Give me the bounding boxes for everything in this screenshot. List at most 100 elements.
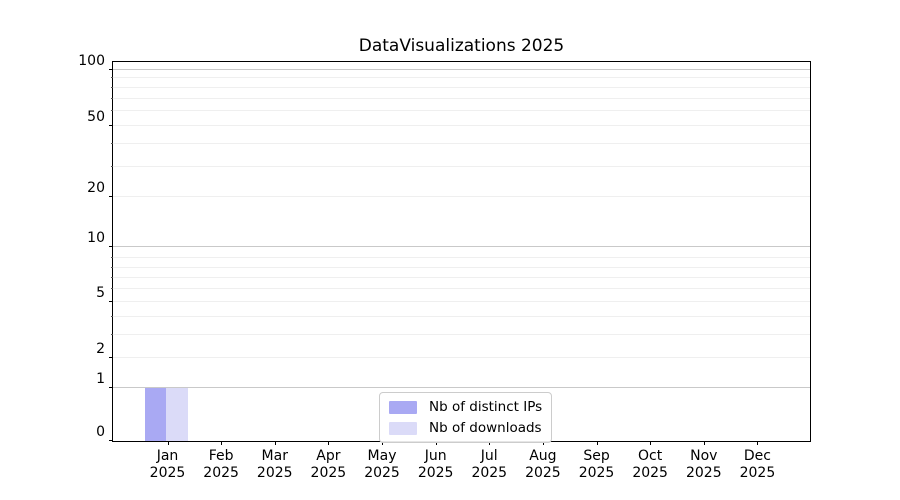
y-tick-label-2: 2 — [96, 340, 105, 357]
x-tick-year: 2025 — [685, 465, 722, 481]
y-tick-5 — [109, 300, 113, 302]
gridline-y-9 — [113, 257, 810, 259]
legend-item-nb-of-distinct-ips: Nb of distinct IPs — [389, 399, 542, 415]
gridline-y-30 — [113, 166, 810, 168]
y-tick-0 — [109, 440, 113, 441]
legend-item-nb-of-downloads: Nb of downloads — [389, 420, 542, 436]
y-minor-tick-9 — [111, 257, 113, 259]
x-tick-month: Mar — [261, 448, 288, 464]
y-tick-label-1: 1 — [96, 371, 105, 388]
chart-title: DataVisualizations 2025 — [358, 36, 565, 56]
gridline-y-3 — [113, 334, 810, 336]
x-tick-year: 2025 — [364, 465, 400, 481]
gridline-y-2 — [113, 356, 810, 358]
x-tick-dec — [757, 441, 759, 445]
y-tick-100 — [109, 69, 113, 71]
x-tick-month: Aug — [529, 448, 557, 464]
x-tick-may — [382, 441, 384, 445]
gridline-y-7 — [113, 276, 810, 278]
x-tick-label-jul: Jul 2025 — [471, 448, 507, 482]
x-tick-month: Apr — [316, 448, 341, 464]
gridline-y-40 — [113, 143, 810, 145]
y-tick-10 — [109, 246, 113, 248]
y-minor-tick-7 — [111, 276, 113, 278]
y-tick-20 — [109, 195, 113, 197]
plot-area: 0 1 2 5 10 20 50 100 Jan 2025 Feb 2025 Mar 2025 Apr 202… — [78, 53, 811, 481]
y-tick-label-0: 0 — [96, 424, 105, 440]
gridline-y-10 — [113, 246, 810, 248]
y-minor-tick-70 — [111, 97, 113, 99]
y-tick-label-10: 10 — [87, 230, 105, 247]
x-tick-label-sep: Sep 2025 — [579, 448, 615, 482]
y-minor-tick-40 — [111, 143, 113, 145]
x-tick-month: May — [367, 448, 397, 464]
y-tick-1 — [109, 387, 113, 389]
x-tick-year: 2025 — [417, 465, 454, 481]
x-tick-label-jan: Jan 2025 — [150, 448, 186, 482]
x-tick-year: 2025 — [739, 465, 776, 481]
legend-item-label: Nb of downloads — [429, 420, 542, 436]
x-tick-year: 2025 — [632, 465, 668, 481]
gridline-y-100 — [113, 69, 810, 71]
y-minor-tick-4 — [111, 316, 113, 318]
x-tick-jun — [435, 441, 437, 445]
bar-nb-of-downloads-jan-2025 — [166, 388, 188, 441]
x-tick-label-nov: Nov 2025 — [686, 448, 722, 482]
legend-swatch-nb-of-downloads — [389, 421, 417, 435]
x-tick-month: Feb — [208, 448, 234, 464]
x-tick-year: 2025 — [525, 465, 561, 481]
x-tick-feb — [221, 441, 223, 445]
x-tick-jan — [167, 441, 169, 445]
x-tick-sep — [596, 441, 598, 445]
x-tick-label-may: May 2025 — [364, 448, 400, 482]
gridline-y-60 — [113, 110, 810, 112]
y-minor-tick-30 — [111, 166, 113, 168]
x-tick-year: 2025 — [471, 465, 508, 481]
y-minor-tick-6 — [111, 287, 113, 289]
x-tick-mar — [274, 441, 276, 445]
gridline-y-5 — [113, 300, 810, 302]
gridline-y-1 — [113, 387, 810, 389]
x-tick-month: Sep — [583, 448, 610, 464]
x-tick-nov — [703, 441, 705, 445]
legend-item-label: Nb of distinct IPs — [429, 399, 543, 415]
x-tick-label-mar: Mar 2025 — [257, 448, 293, 482]
x-tick-apr — [328, 441, 330, 445]
x-tick-jul — [489, 441, 491, 445]
x-tick-year: 2025 — [203, 465, 239, 481]
x-tick-month: Nov — [690, 448, 718, 464]
x-tick-month: Jun — [424, 448, 447, 464]
bar-nb-of-distinct-ips-jan-2025 — [144, 388, 166, 441]
y-minor-tick-3 — [111, 334, 113, 336]
x-tick-year: 2025 — [310, 465, 347, 481]
x-tick-month: Oct — [638, 448, 663, 464]
y-tick-label-20: 20 — [87, 179, 105, 196]
y-tick-label-100: 100 — [78, 53, 105, 70]
gridline-y-90 — [113, 77, 810, 79]
x-tick-label-oct: Oct 2025 — [632, 448, 668, 482]
gridline-y-50 — [113, 124, 810, 126]
legend: Nb of distinct IPs Nb of downloads — [379, 392, 553, 443]
x-tick-label-jun: Jun 2025 — [418, 448, 454, 482]
gridline-y-70 — [113, 97, 810, 99]
x-tick-year: 2025 — [578, 465, 615, 481]
x-tick-oct — [650, 441, 652, 445]
gridline-y-20 — [113, 195, 810, 197]
x-tick-month: Jan — [156, 448, 179, 464]
y-tick-2 — [109, 356, 113, 358]
gridline-y-8 — [113, 267, 810, 268]
x-tick-month: Dec — [743, 448, 771, 464]
x-tick-label-feb: Feb 2025 — [203, 448, 239, 482]
x-tick-year: 2025 — [149, 465, 186, 481]
y-minor-tick-80 — [111, 86, 113, 88]
y-tick-label-50: 50 — [87, 108, 105, 125]
x-tick-month: Jul — [480, 448, 498, 464]
y-minor-tick-90 — [111, 77, 113, 79]
y-tick-50 — [109, 124, 113, 126]
y-minor-tick-8 — [111, 267, 113, 268]
x-tick-aug — [542, 441, 544, 445]
y-tick-label-5: 5 — [96, 284, 105, 301]
x-tick-label-aug: Aug 2025 — [525, 448, 561, 482]
gridline-y-4 — [113, 316, 810, 318]
